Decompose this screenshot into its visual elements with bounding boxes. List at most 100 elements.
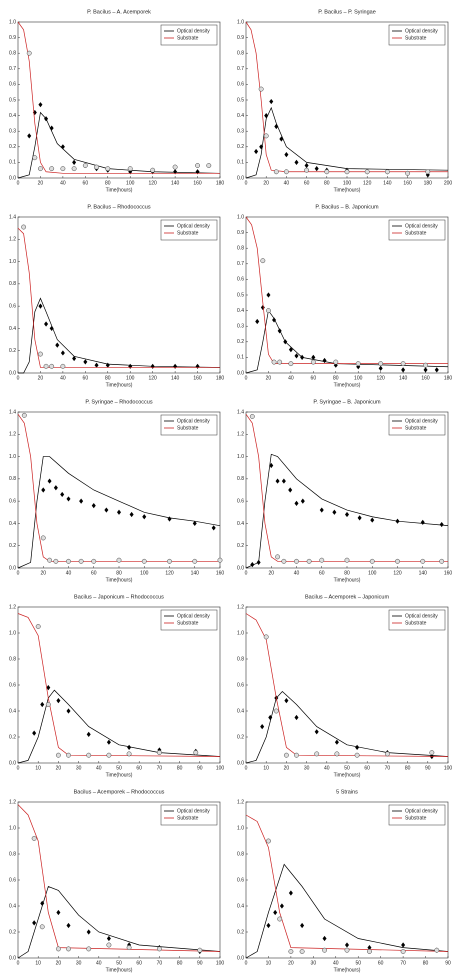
y-tick-label: 1.4 <box>237 409 244 415</box>
y-tick-label: 0.8 <box>237 246 244 252</box>
x-tick-label: 40 <box>333 960 339 966</box>
x-tick-label: 100 <box>140 570 149 576</box>
substrate-point <box>333 359 339 365</box>
y-tick-label: 0.0 <box>237 175 244 181</box>
x-axis-label: Time(hours) <box>334 772 361 778</box>
legend-label: Substrate <box>405 425 427 431</box>
y-tick-label: 0.2 <box>9 734 16 740</box>
substrate-point <box>141 558 147 564</box>
od-point <box>38 303 43 309</box>
od-point <box>106 739 111 745</box>
x-tick-label: 60 <box>378 960 384 966</box>
od-point <box>439 521 444 528</box>
od-point <box>38 102 43 108</box>
y-tick-label: 0.4 <box>237 708 244 714</box>
od-point <box>401 367 406 373</box>
od-point <box>150 363 155 369</box>
substrate-point <box>384 169 390 175</box>
x-tick-label: 30 <box>76 960 82 966</box>
y-tick-label: 1.0 <box>9 259 16 265</box>
od-point <box>66 922 71 929</box>
legend-box <box>388 414 446 436</box>
x-tick-label: 60 <box>83 375 89 381</box>
x-tick-label: 180 <box>216 180 225 186</box>
x-tick-label: 80 <box>177 960 183 966</box>
od-point <box>281 478 286 484</box>
substrate-point <box>366 949 372 954</box>
y-tick-label: 0.2 <box>237 339 244 345</box>
x-tick-label: 100 <box>444 765 453 771</box>
y-tick-label: 0.8 <box>237 851 244 857</box>
substrate-point <box>306 558 312 564</box>
od-point <box>304 162 309 169</box>
y-tick-label: 0.1 <box>237 160 244 166</box>
od-point <box>129 511 134 518</box>
x-tick-label: 80 <box>105 180 111 186</box>
y-tick-label: 1.0 <box>9 454 16 460</box>
substrate-point <box>31 835 37 841</box>
y-tick-label: 0.2 <box>237 929 244 935</box>
y-tick-label: 0.3 <box>237 129 244 135</box>
od-point <box>269 462 274 469</box>
plot-frame <box>17 216 221 374</box>
substrate-point <box>344 947 350 953</box>
x-tick-label: 160 <box>444 570 453 576</box>
x-tick-label: 20 <box>38 180 44 186</box>
y-tick-label: 0.6 <box>237 277 244 283</box>
od-point <box>395 518 400 524</box>
od-point <box>268 714 273 721</box>
x-tick-label: 50 <box>344 765 350 771</box>
x-tick-label: 0 <box>17 960 20 966</box>
legend-box <box>160 609 218 631</box>
od-point <box>86 929 91 935</box>
substrate-point <box>94 164 100 170</box>
x-tick-label: 90 <box>445 960 451 966</box>
y-tick-label: 0.2 <box>9 144 16 150</box>
x-tick-label: 70 <box>385 765 391 771</box>
od-point <box>294 159 299 165</box>
substrate-point <box>206 163 212 168</box>
y-tick-label: 0.8 <box>9 476 16 482</box>
model-curve <box>17 111 221 179</box>
y-tick-label: 0.7 <box>9 66 16 72</box>
y-tick-label: 1.0 <box>9 19 16 25</box>
substrate-point <box>47 557 53 563</box>
chart-title: P. Bacilus – B. Japonicum <box>315 204 379 210</box>
x-tick-label: 180 <box>444 375 453 381</box>
x-tick-label: 50 <box>116 960 122 966</box>
substrate-point <box>192 558 198 564</box>
od-point <box>272 317 277 323</box>
od-point <box>420 519 425 525</box>
substrate-point <box>260 258 266 264</box>
y-tick-label: 0.0 <box>9 175 16 181</box>
substrate-point <box>384 751 390 757</box>
y-tick-label: 0.0 <box>237 955 244 961</box>
od-point <box>47 478 52 484</box>
x-tick-label: 40 <box>60 180 66 186</box>
od-point <box>106 935 111 942</box>
substrate-point <box>355 361 361 367</box>
legend-label: Substrate <box>177 425 199 431</box>
y-tick-label: 0.9 <box>237 35 244 41</box>
model-curve <box>245 691 449 764</box>
x-axis-label: Time(hours) <box>106 382 133 388</box>
plot-frame <box>17 21 221 179</box>
x-tick-label: 10 <box>35 765 41 771</box>
od-point <box>49 325 54 332</box>
x-tick-label: 20 <box>268 570 274 576</box>
od-point <box>266 292 271 298</box>
x-tick-label: 40 <box>284 180 290 186</box>
x-axis-label: Time(hours) <box>334 577 361 583</box>
legend-label: Substrate <box>405 35 427 41</box>
od-point <box>279 903 284 909</box>
x-tick-label: 160 <box>193 180 202 186</box>
x-tick-label: 80 <box>333 375 339 381</box>
model-curve <box>245 414 448 562</box>
chart-title: P. Bacilus – P. Syringae <box>318 9 376 15</box>
y-tick-label: 0.2 <box>9 543 16 549</box>
y-tick-label: 0.5 <box>9 97 16 103</box>
x-tick-label: 0 <box>245 765 248 771</box>
od-point <box>250 562 255 568</box>
substrate-point <box>195 163 201 168</box>
substrate-point <box>275 554 281 560</box>
